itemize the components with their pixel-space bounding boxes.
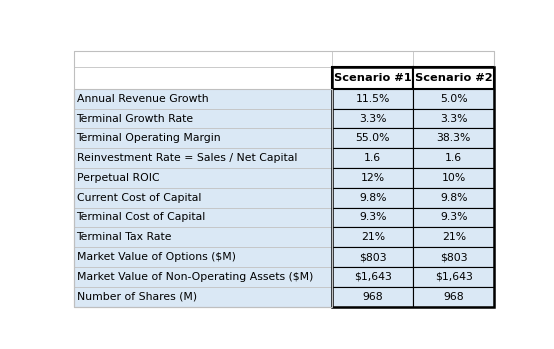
Bar xyxy=(74,109,332,128)
Text: 1.6: 1.6 xyxy=(445,153,463,163)
Bar xyxy=(74,267,332,287)
Bar xyxy=(332,67,494,306)
Text: 11.5%: 11.5% xyxy=(356,94,390,104)
Bar xyxy=(332,109,413,128)
Text: Terminal Tax Rate: Terminal Tax Rate xyxy=(76,232,172,242)
Bar xyxy=(74,89,332,306)
Text: Number of Shares (M): Number of Shares (M) xyxy=(76,292,197,302)
Text: Current Cost of Capital: Current Cost of Capital xyxy=(76,193,201,203)
Bar xyxy=(74,51,332,67)
Text: $1,643: $1,643 xyxy=(354,272,392,282)
Bar xyxy=(332,287,413,306)
Text: 9.3%: 9.3% xyxy=(359,213,387,223)
Text: 12%: 12% xyxy=(361,173,385,183)
Text: 968: 968 xyxy=(444,292,464,302)
Bar xyxy=(413,267,494,287)
Bar xyxy=(74,228,332,247)
Bar xyxy=(332,188,413,208)
Bar xyxy=(413,128,494,148)
Text: 10%: 10% xyxy=(442,173,466,183)
Bar xyxy=(413,208,494,228)
Text: Reinvestment Rate = Sales / Net Capital: Reinvestment Rate = Sales / Net Capital xyxy=(76,153,297,163)
Bar xyxy=(413,168,494,188)
Bar xyxy=(332,247,413,267)
Bar xyxy=(413,148,494,168)
Bar xyxy=(413,228,494,247)
Bar xyxy=(332,128,413,148)
Text: 5.0%: 5.0% xyxy=(440,94,468,104)
Bar xyxy=(74,168,332,188)
Bar xyxy=(332,51,413,67)
Text: 968: 968 xyxy=(362,292,383,302)
Bar xyxy=(74,89,332,109)
Text: 3.3%: 3.3% xyxy=(440,113,468,124)
Text: 9.3%: 9.3% xyxy=(440,213,468,223)
Bar xyxy=(74,287,332,306)
Bar xyxy=(74,67,332,89)
Bar xyxy=(74,188,332,208)
Bar xyxy=(74,128,332,148)
Bar xyxy=(74,148,332,168)
Text: 9.8%: 9.8% xyxy=(359,193,387,203)
Bar xyxy=(413,89,494,109)
Text: 55.0%: 55.0% xyxy=(356,133,390,143)
Text: Market Value of Options ($M): Market Value of Options ($M) xyxy=(76,252,235,262)
Text: Market Value of Non-Operating Assets ($M): Market Value of Non-Operating Assets ($M… xyxy=(76,272,313,282)
Bar xyxy=(413,287,494,306)
Bar xyxy=(413,247,494,267)
Bar xyxy=(332,89,413,109)
Text: 9.8%: 9.8% xyxy=(440,193,468,203)
Text: Scenario #2: Scenario #2 xyxy=(415,73,493,83)
Bar xyxy=(332,67,413,89)
Text: $803: $803 xyxy=(440,252,468,262)
Bar xyxy=(332,148,413,168)
Text: 3.3%: 3.3% xyxy=(359,113,387,124)
Text: 21%: 21% xyxy=(361,232,385,242)
Bar xyxy=(332,267,413,287)
Text: Perpetual ROIC: Perpetual ROIC xyxy=(76,173,159,183)
Text: $803: $803 xyxy=(359,252,387,262)
Bar xyxy=(413,109,494,128)
Bar xyxy=(74,247,332,267)
Text: Scenario #1: Scenario #1 xyxy=(334,73,412,83)
Text: Terminal Operating Margin: Terminal Operating Margin xyxy=(76,133,221,143)
Text: $1,643: $1,643 xyxy=(435,272,473,282)
Text: 1.6: 1.6 xyxy=(364,153,381,163)
Text: 21%: 21% xyxy=(442,232,466,242)
Text: 38.3%: 38.3% xyxy=(437,133,471,143)
Bar xyxy=(332,228,413,247)
Bar xyxy=(74,208,332,228)
Bar xyxy=(332,168,413,188)
Bar xyxy=(413,188,494,208)
Bar xyxy=(413,51,494,67)
Bar xyxy=(332,208,413,228)
Text: Annual Revenue Growth: Annual Revenue Growth xyxy=(76,94,208,104)
Text: Terminal Growth Rate: Terminal Growth Rate xyxy=(76,113,194,124)
Text: Terminal Cost of Capital: Terminal Cost of Capital xyxy=(76,213,206,223)
Bar xyxy=(413,67,494,89)
